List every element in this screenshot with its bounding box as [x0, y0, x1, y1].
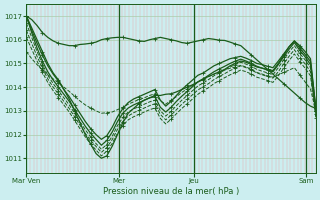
X-axis label: Pression niveau de la mer( hPa ): Pression niveau de la mer( hPa ): [103, 187, 239, 196]
